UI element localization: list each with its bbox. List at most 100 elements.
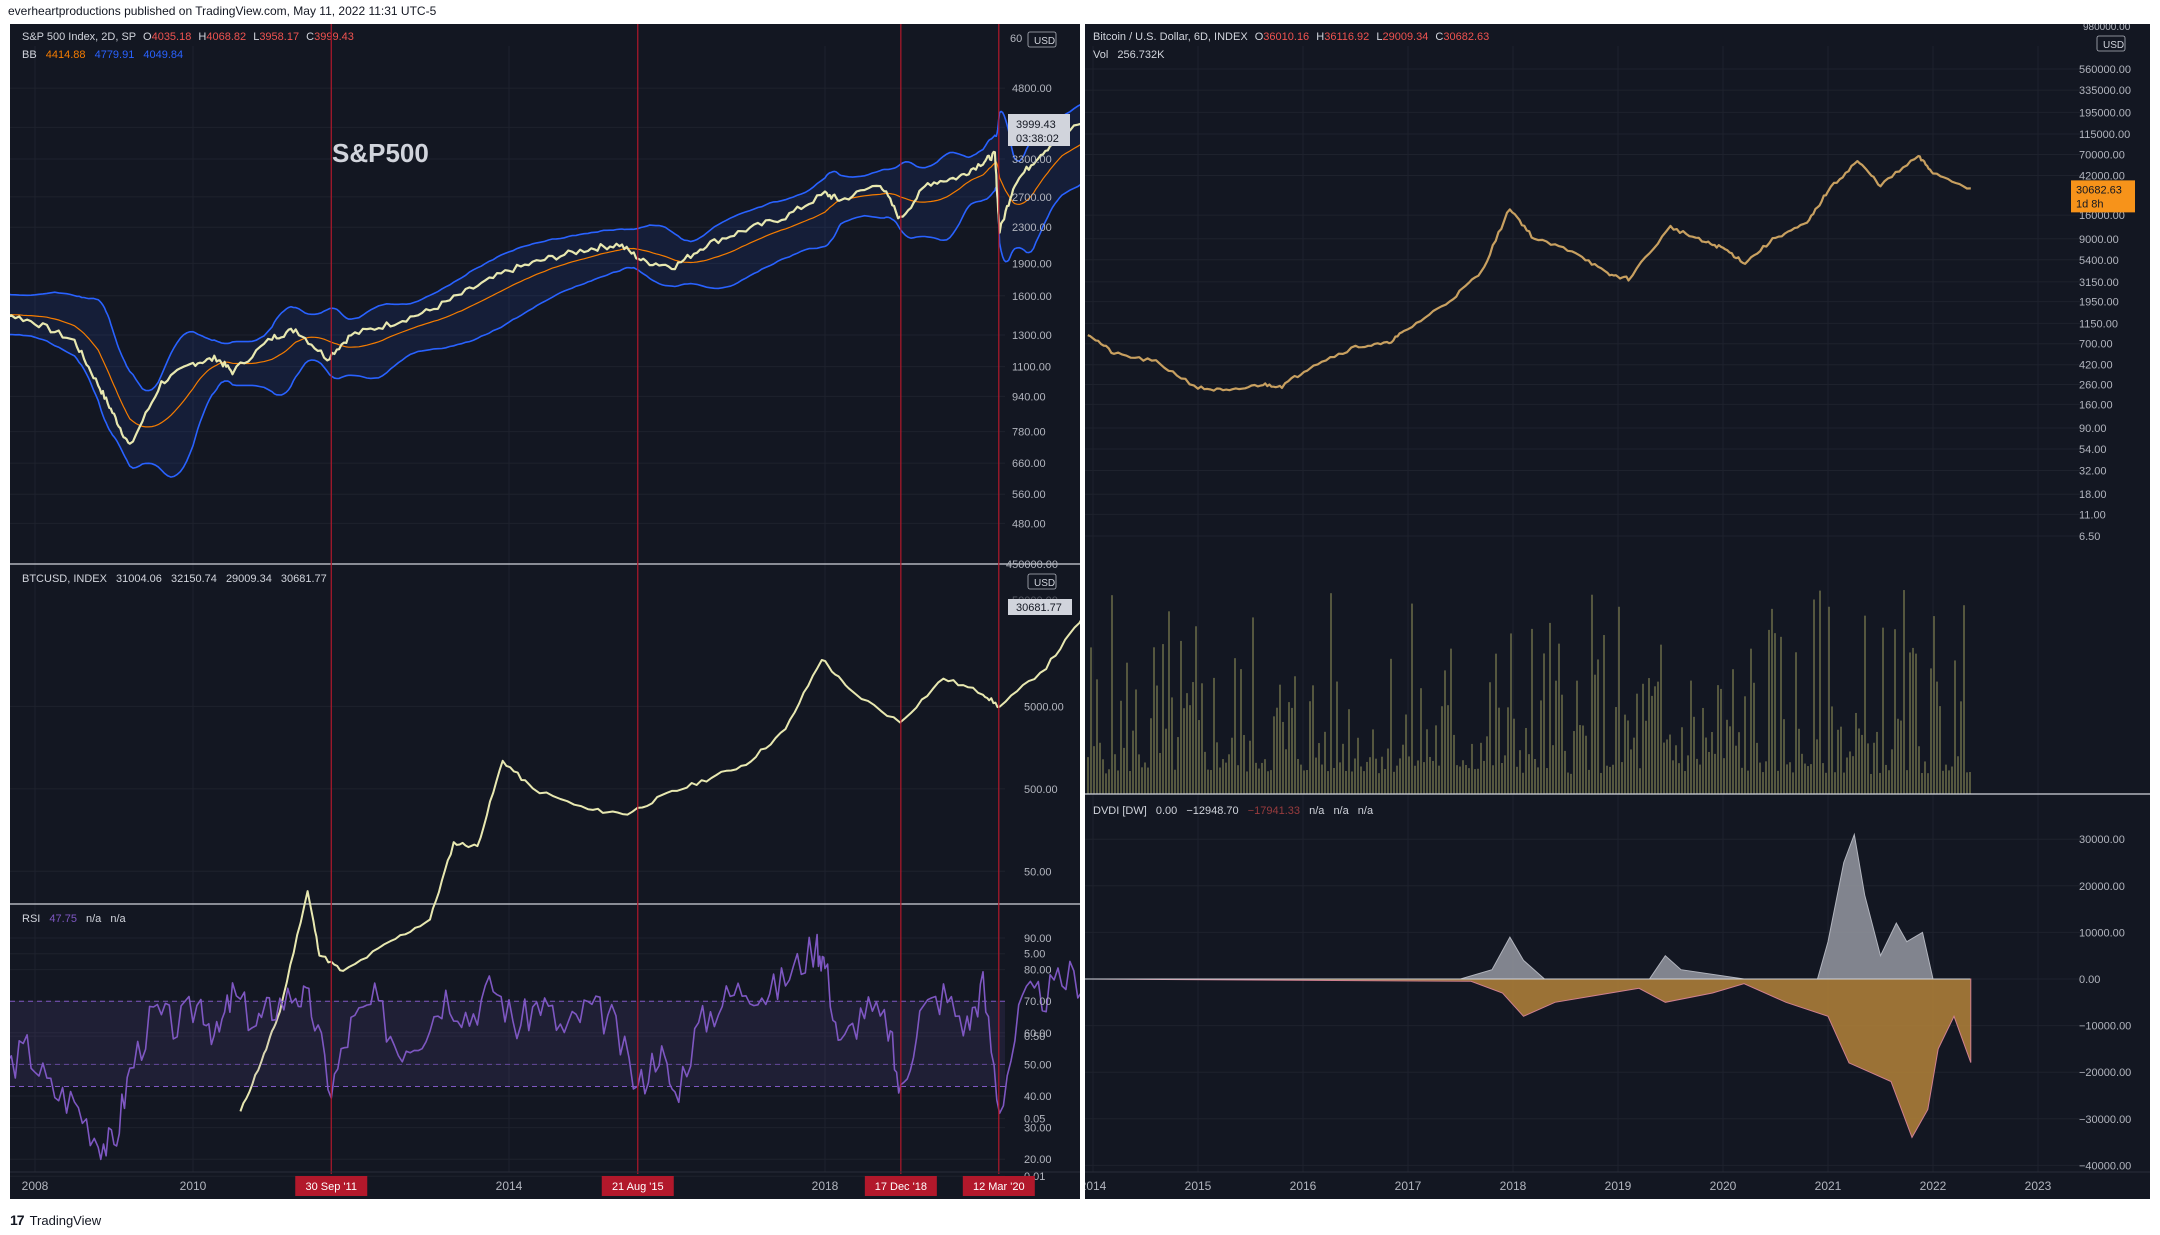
volume-bar (1876, 731, 1878, 794)
volume-bar (1138, 754, 1140, 794)
volume-bar (1804, 763, 1806, 794)
volume-bar (1912, 647, 1914, 794)
currency-badge[interactable] (1027, 573, 1057, 590)
volume-bar (1573, 731, 1575, 794)
time-tick-label: 2023 (2025, 1179, 2052, 1193)
volume-bar (1486, 736, 1488, 794)
volume-bar (1816, 739, 1818, 794)
rsi-pane[interactable]: RSI 47.75 n/a n/a (10, 913, 1080, 1161)
volume-bar (1228, 754, 1230, 794)
price-tick-label: 32.00 (2079, 466, 2107, 478)
sp500-overlay-title: S&P500 (332, 138, 429, 168)
volume-bar (1183, 708, 1185, 794)
rsi-tick-label: 70.00 (1024, 996, 1052, 1008)
volume-bar (1594, 674, 1596, 794)
volume-bar (1333, 767, 1335, 794)
sp500-price-series (10, 122, 1080, 445)
volume-bar (1339, 762, 1341, 794)
volume-bar (1105, 773, 1107, 794)
right-time-axis[interactable]: 2014 2015 2016 2017 2018 2019 2020 2021 2022 2023 (1085, 1179, 2052, 1193)
volume-bar (1888, 770, 1890, 794)
volume-bar (1156, 685, 1158, 794)
volume-bar (1951, 766, 1953, 794)
volume-bar (1144, 762, 1146, 794)
volume-bar (1417, 760, 1419, 794)
volume-bar (1303, 770, 1305, 794)
volume-bar (1630, 749, 1632, 794)
volume-bar (1204, 751, 1206, 794)
volume-bar (1174, 769, 1176, 794)
btc-index-pane[interactable]: BTCUSD, INDEX 31004.06 32150.74 29009.34… (22, 573, 1080, 1112)
volume-bar (1291, 707, 1293, 794)
volume-bar (1897, 718, 1899, 794)
volume-bar (1840, 726, 1842, 794)
volume-bar (1642, 683, 1644, 794)
volume-bar (1633, 737, 1635, 794)
volume-bar (1459, 766, 1461, 794)
sp500-last-price: 3999.43 (1016, 119, 1056, 131)
price-tick-label: 16000.00 (2079, 210, 2125, 222)
volume-bar (1162, 644, 1164, 794)
currency-badge[interactable] (2096, 35, 2126, 52)
right-price-axis[interactable]: 560000.00 335000.00 195000.00 115000.00 7000… (2079, 64, 2131, 1172)
volume-bar (1243, 735, 1245, 794)
volume-bar (1519, 750, 1521, 794)
sp500-price-pane[interactable]: S&P 500 Index, 2D, SP O4035.18 H4068.82 … (10, 31, 1080, 478)
bitcoin-last-price-tag (2071, 180, 2135, 213)
volume-bar (1465, 765, 1467, 794)
volume-bar (1297, 758, 1299, 794)
dvdi-pane[interactable]: DVDI [DW] 0.00 −12948.70 −17941.33 n/a n… (1085, 805, 1972, 1139)
volume-bar (1180, 640, 1182, 794)
volume-bar (1669, 734, 1671, 794)
volume-bar (1234, 658, 1236, 794)
volume-bar (1360, 766, 1362, 794)
currency-badge[interactable] (1027, 31, 1057, 48)
volume-bar (1603, 635, 1605, 794)
volume-bar (1945, 764, 1947, 794)
volume-bar (1474, 769, 1476, 794)
volume-bar (1723, 758, 1725, 794)
price-tick-label: 2700.00 (1012, 192, 1052, 204)
time-tick-label: 2022 (1920, 1179, 1947, 1193)
volume-bar (1684, 771, 1686, 794)
volume-bar (1213, 677, 1215, 794)
bitcoin-price-series (1087, 155, 1971, 392)
price-tick-label: 660.00 (1012, 458, 1046, 470)
volume-bar (1549, 622, 1551, 794)
volume-bar (1846, 757, 1848, 794)
price-tick-label: 480.00 (1012, 518, 1046, 530)
volume-bar (1252, 617, 1254, 794)
volume-bar (1663, 742, 1665, 794)
volume-bar (1294, 676, 1296, 794)
price-tick-label: 5400.00 (2079, 255, 2119, 267)
price-tick-label: 54.00 (2079, 444, 2107, 456)
volume-bar (1120, 700, 1122, 794)
volume-bar (1621, 762, 1623, 794)
volume-bar (1825, 772, 1827, 794)
rsi-tick-label: 60.00 (1024, 1028, 1052, 1040)
volume-bar (1636, 693, 1638, 794)
volume-bar (1900, 720, 1902, 794)
volume-bar (1510, 633, 1512, 794)
volume-bar (1939, 706, 1941, 794)
bitcoin-price-pane[interactable]: Bitcoin / U.S. Dollar, 6D, INDEX O36010.… (1087, 31, 1971, 794)
sp500-chart-panel[interactable]: S&P 500 Index, 2D, SP O4035.18 H4068.82 … (10, 24, 1080, 1199)
price-tick-label: 560000.00 (2079, 64, 2131, 76)
volume-bar (1216, 742, 1218, 794)
tradingview-footer[interactable]: 17 TradingView (10, 1212, 101, 1228)
volume-bar (1528, 754, 1530, 794)
event-date-badge (864, 1176, 937, 1196)
volume-bar (1750, 648, 1752, 794)
volume-bar (1393, 771, 1395, 794)
volume-bar (1171, 697, 1173, 794)
volume-bar (1906, 770, 1908, 794)
volume-bar (1711, 732, 1713, 794)
bitcoin-chart-panel[interactable]: Bitcoin / U.S. Dollar, 6D, INDEX O36010.… (1085, 24, 2150, 1199)
volume-bar (1582, 725, 1584, 794)
price-tick-label: 2300.00 (1012, 222, 1052, 234)
dvdi-tick-label: 10000.00 (2079, 927, 2125, 939)
volume-bar (1879, 772, 1881, 794)
volume-bar (1111, 595, 1113, 794)
volume-bar (1798, 728, 1800, 794)
